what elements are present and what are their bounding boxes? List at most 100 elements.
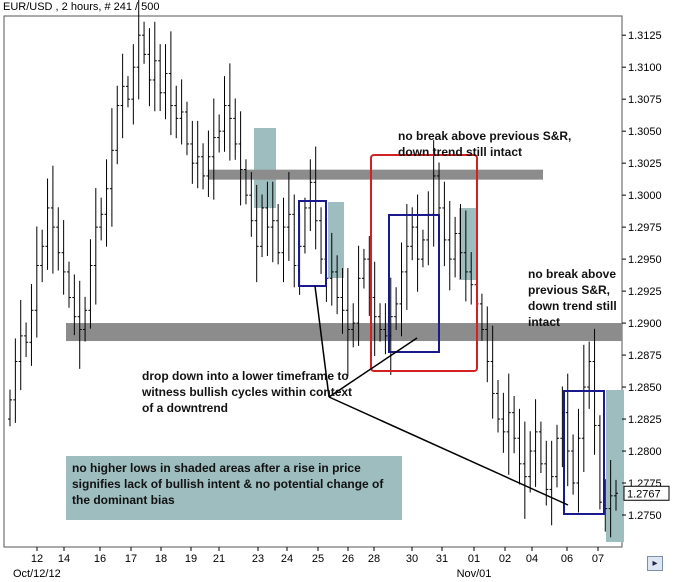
x-tick-label: 24	[281, 553, 293, 565]
ohlc-bar	[24, 322, 29, 358]
ohlc-bar	[351, 303, 356, 348]
y-tick-label: 1.3000	[628, 190, 662, 202]
blue-box	[298, 200, 327, 287]
resistance-band-lower	[66, 323, 622, 342]
ohlc-bar	[329, 232, 334, 306]
ohlc-bar	[77, 280, 82, 369]
ohlc-bar	[174, 85, 179, 139]
ohlc-bar	[131, 44, 136, 125]
ohlc-bar	[184, 101, 189, 156]
x-date-label: Oct/12/12	[13, 568, 61, 580]
y-tick-label: 1.2875	[628, 350, 662, 362]
ohlc-bar	[372, 261, 377, 357]
ohlc-bar	[410, 207, 415, 261]
ohlc-bar	[88, 239, 93, 329]
ohlc-bar	[265, 181, 270, 256]
y-tick-label: 1.3050	[628, 126, 662, 138]
y-tick-label: 1.2825	[628, 414, 662, 426]
ohlc-bar	[13, 338, 18, 423]
ohlc-bar	[533, 399, 538, 487]
x-date-label: Nov/01	[457, 568, 492, 580]
annotation-right: no break above previous S&R, down trend …	[528, 267, 617, 329]
ohlc-bar	[340, 268, 345, 334]
ohlc-bar	[506, 373, 511, 475]
x-tick-label: 17	[125, 553, 137, 565]
ohlc-bar	[335, 255, 340, 315]
ohlc-bar	[453, 216, 458, 278]
y-tick-label: 1.2925	[628, 286, 662, 298]
ohlc-bar	[286, 172, 291, 261]
ohlc-bar	[313, 146, 318, 250]
ohlc-bar	[565, 373, 570, 487]
ohlc-bar	[61, 220, 66, 295]
shaded-area	[606, 390, 624, 542]
x-tick-label: 21	[213, 553, 225, 565]
ohlc-bar	[93, 188, 98, 305]
ohlc-bar	[345, 268, 350, 376]
y-tick-label: 1.3100	[628, 62, 662, 74]
ohlc-bar	[201, 143, 206, 190]
pointer-line	[314, 285, 330, 398]
ohlc-bar	[217, 114, 222, 153]
ohlc-bar	[356, 245, 361, 346]
ohlc-bar	[281, 197, 286, 283]
y-tick-label: 1.2950	[628, 254, 662, 266]
ohlc-bar	[168, 31, 173, 136]
ohlc-bar	[415, 194, 420, 292]
y-tick-label: 1.2800	[628, 446, 662, 458]
ohlc-bar	[238, 111, 243, 206]
ohlc-bar	[496, 380, 501, 433]
ohlc-bar	[587, 341, 592, 409]
last-price-label: 1.2767	[627, 488, 661, 500]
x-tick-label: 07	[592, 553, 604, 565]
ohlc-bar	[120, 53, 125, 139]
ohlc-bar	[243, 159, 248, 205]
ohlc-bar	[254, 184, 259, 283]
ohlc-bar	[517, 408, 522, 485]
x-tick-label: 30	[406, 553, 418, 565]
ohlc-bar	[142, 21, 147, 64]
ohlc-bar	[538, 421, 543, 474]
x-tick-label: 28	[368, 553, 380, 565]
ohlc-bar	[227, 63, 232, 161]
ohlc-bar	[528, 431, 533, 493]
ohlc-bar	[109, 108, 114, 227]
ohlc-bar	[383, 303, 388, 355]
ohlc-bar	[270, 181, 275, 263]
ohlc-bar	[458, 204, 463, 280]
ohlc-bar	[614, 479, 618, 511]
shaded-area	[459, 208, 477, 280]
ohlc-bar	[463, 210, 468, 302]
ohlc-bar	[420, 229, 425, 268]
ohlc-bar	[104, 159, 109, 247]
annotation-middle: drop down into a lower timeframe to witn…	[142, 369, 353, 415]
pointer-line	[328, 396, 569, 506]
ohlc-bar	[8, 389, 12, 427]
x-tick-label: 04	[526, 553, 538, 565]
y-tick-label: 1.3125	[628, 30, 662, 42]
annotation-top: no break above previous S&R, down trend …	[398, 129, 572, 159]
ohlc-bar	[163, 44, 168, 120]
ohlc-bar	[72, 274, 77, 336]
ohlc-bar	[319, 207, 324, 274]
ohlc-bar	[576, 408, 581, 513]
ohlc-bar	[99, 197, 104, 241]
ohlc-bar	[437, 162, 442, 218]
x-tick-label: 18	[155, 553, 167, 565]
blue-box	[388, 214, 440, 353]
ohlc-bar	[34, 226, 39, 338]
scroll-right-button[interactable]: ▸	[647, 556, 663, 571]
ohlc-bar	[195, 120, 200, 189]
resistance-band-upper	[208, 169, 543, 180]
ohlc-bar	[206, 130, 211, 197]
ohlc-bar	[308, 159, 313, 231]
ohlc-bar	[45, 178, 50, 270]
ohlc-bar	[18, 300, 23, 391]
ohlc-bar	[394, 287, 399, 330]
y-tick-label: 1.2850	[628, 382, 662, 394]
ohlc-bar	[399, 242, 404, 337]
y-tick-label: 1.3075	[628, 94, 662, 106]
ohlc-bar	[260, 194, 265, 258]
ohlc-bar	[66, 261, 71, 308]
